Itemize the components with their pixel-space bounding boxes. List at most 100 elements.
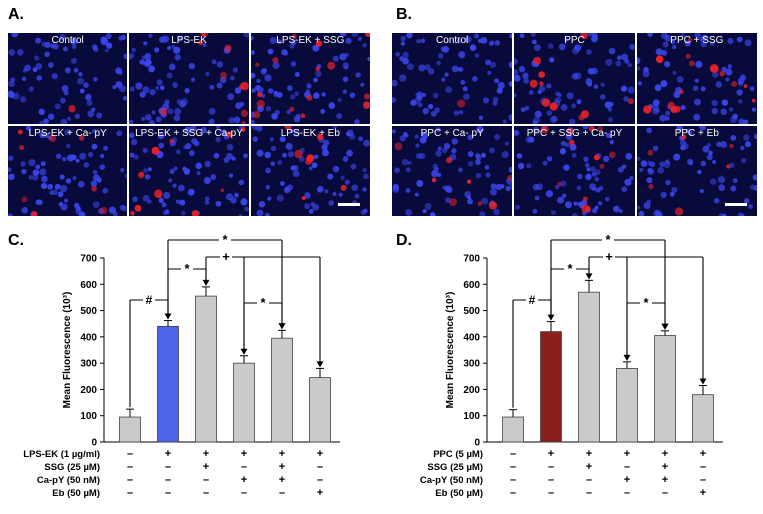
nucleus-dot [270, 145, 276, 151]
nucleus-dot [174, 54, 182, 61]
nucleus-dot [646, 33, 653, 37]
nucleus-dot [738, 118, 745, 124]
nucleus-dot [421, 131, 429, 139]
nucleus-dot [671, 44, 677, 50]
nucleus-dot [35, 37, 42, 44]
nucleus-dot [289, 128, 294, 133]
nucleus-dot [65, 177, 72, 184]
nucleus-dot [494, 40, 500, 46]
y-tick-label: 200 [80, 385, 97, 396]
stain-dot [580, 33, 589, 40]
stain-dot [340, 184, 347, 191]
nucleus-dot [662, 41, 669, 48]
stain-dot [198, 40, 204, 45]
stain-dot [710, 64, 719, 73]
nucleus-dot [467, 198, 474, 205]
nucleus-dot [431, 169, 439, 177]
y-tick-label: 500 [463, 306, 480, 317]
bar [692, 394, 714, 443]
nucleus-dot [515, 204, 521, 210]
bar [119, 416, 141, 443]
stain-dot [139, 171, 145, 176]
nucleus-dot [312, 77, 318, 83]
nucleus-dot [83, 82, 89, 88]
micrograph-grid-b: Control PPC PPC + SSG PPC + Ca- pY PPC +… [392, 33, 757, 216]
nucleus-dot [142, 147, 148, 153]
nucleus-dot [208, 118, 215, 124]
nucleus-dot [273, 90, 278, 95]
nucleus-dot [501, 150, 509, 158]
nucleus-dot [184, 126, 192, 134]
nucleus-dot [594, 176, 600, 182]
nucleus-dot [721, 66, 727, 73]
stain-dot [284, 125, 292, 130]
significance-symbol: * [567, 261, 573, 276]
bar [616, 367, 638, 443]
stain-dot [688, 60, 695, 67]
nucleus-dot [724, 68, 733, 76]
stain-dot [31, 210, 38, 216]
nucleus-dot [715, 81, 722, 88]
nucleus-dot [649, 161, 655, 167]
nucleus-dot [707, 150, 713, 155]
condition-mark: + [662, 461, 668, 473]
nucleus-dot [747, 203, 753, 209]
nucleus-dot [174, 108, 182, 116]
micrograph-label: Control [436, 35, 469, 46]
nucleus-dot [78, 210, 86, 216]
condition-mark: – [279, 487, 285, 499]
nucleus-dot [263, 74, 272, 82]
nucleus-dot [32, 168, 40, 176]
nucleus-dot [490, 182, 497, 189]
significance-symbol: # [529, 293, 536, 307]
bracket-symbol-bg [219, 233, 231, 245]
y-tick-label: 100 [80, 411, 97, 422]
nucleus-dot [547, 155, 553, 161]
nucleus-dot [711, 99, 718, 107]
stain-dot [594, 154, 601, 160]
stain-dot [449, 197, 458, 206]
nucleus-dot [314, 70, 322, 78]
stain-dot [542, 98, 551, 107]
nucleus-dot [193, 139, 200, 146]
nucleus-dot [594, 168, 601, 175]
nucleus-dot [276, 193, 284, 202]
nucleus-dot [96, 112, 103, 119]
nucleus-dot [600, 94, 606, 100]
nucleus-dot [585, 174, 590, 179]
nucleus-dot [638, 210, 644, 216]
nucleus-dot [514, 74, 521, 82]
nucleus-dot [572, 152, 577, 158]
nucleus-dot [699, 188, 704, 193]
nucleus-dot [168, 177, 173, 183]
micrograph-cells [251, 125, 370, 216]
micrograph-label: LPS-EK + SSG [276, 35, 345, 46]
nucleus-dot [464, 36, 472, 43]
nucleus-dot [514, 93, 517, 98]
y-tick-label: 700 [80, 254, 97, 265]
nucleus-dot [416, 38, 421, 44]
nucleus-dot [392, 185, 400, 193]
nucleus-dot [286, 85, 293, 91]
nucleus-dot [160, 85, 165, 91]
nucleus-dot [453, 110, 460, 116]
nucleus-dot [177, 99, 183, 105]
nucleus-dot [621, 85, 628, 92]
nucleus-dot [266, 195, 272, 201]
nucleus-dot [422, 208, 427, 213]
stain-dot [680, 133, 687, 140]
nucleus-dot [342, 89, 347, 94]
micrograph-tile: PPC [514, 33, 635, 124]
y-tick-label: 300 [463, 359, 480, 370]
nucleus-dot [344, 52, 349, 58]
micrograph-tile: LPS-EK + SSG + Ca-pY [129, 125, 249, 216]
bar-chart-d: 0 100 200 300 400 500 600 700 Mean Fluorescence … [420, 232, 723, 499]
nucleus-dot [321, 143, 328, 151]
nucleus-dot [321, 92, 326, 97]
stain-dot [539, 81, 545, 86]
nucleus-dot [70, 38, 78, 46]
condition-mark: – [586, 487, 592, 499]
nucleus-dot [169, 168, 176, 174]
nucleus-dot [144, 53, 152, 60]
nucleus-dot [156, 79, 164, 86]
